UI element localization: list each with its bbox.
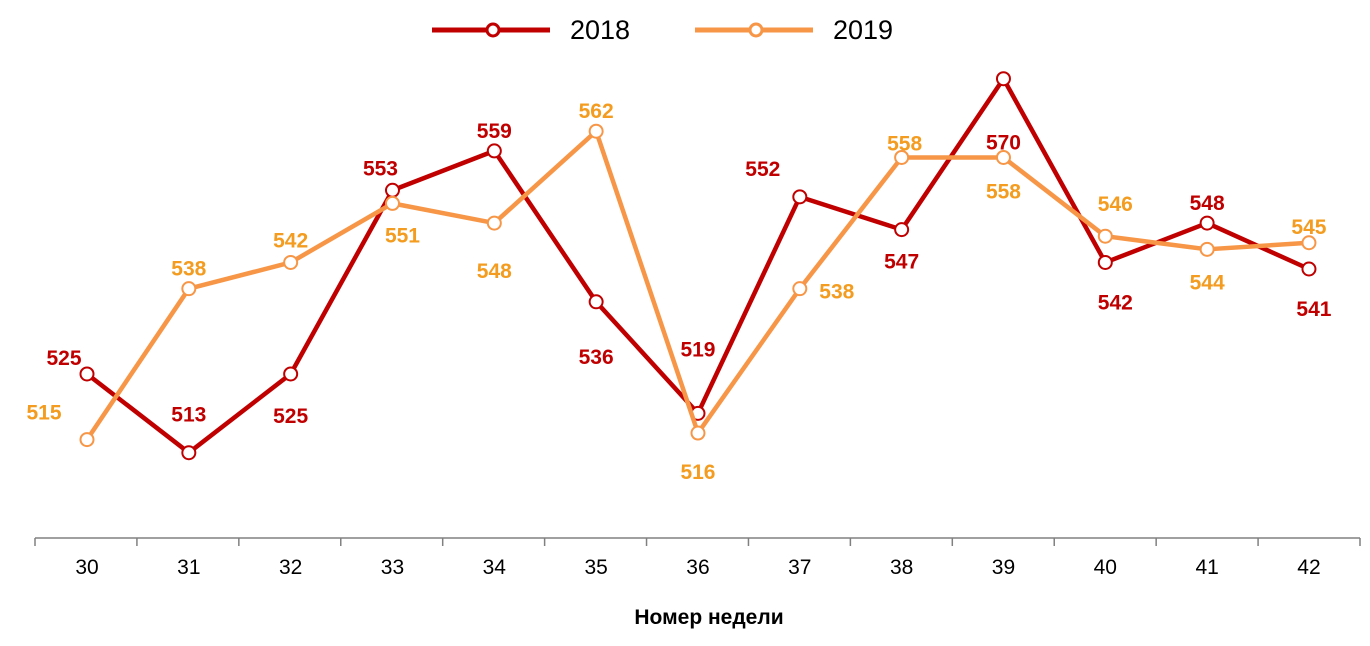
x-tick-label: 42 bbox=[1297, 556, 1320, 579]
data-label: 548 bbox=[1190, 192, 1225, 215]
data-label: 547 bbox=[884, 251, 919, 274]
legend-label: 2018 bbox=[570, 15, 630, 45]
data-point bbox=[486, 143, 502, 159]
legend-marker bbox=[748, 22, 764, 38]
data-label: 562 bbox=[579, 100, 614, 123]
x-tick-label: 40 bbox=[1094, 556, 1117, 579]
x-tick-label: 34 bbox=[483, 556, 507, 579]
legend-marker bbox=[485, 22, 501, 38]
data-point bbox=[283, 254, 299, 270]
data-point bbox=[588, 294, 604, 310]
data-label: 542 bbox=[1098, 291, 1133, 314]
data-label: 558 bbox=[887, 132, 922, 155]
data-label: 558 bbox=[986, 180, 1021, 203]
data-label: 570 bbox=[986, 132, 1021, 155]
data-point bbox=[1199, 215, 1215, 231]
data-label: 552 bbox=[745, 158, 780, 181]
legend-item-2018: 2018 bbox=[432, 15, 630, 45]
data-point bbox=[995, 149, 1011, 165]
data-label: 519 bbox=[680, 338, 715, 361]
data-label: 545 bbox=[1291, 216, 1326, 239]
data-point bbox=[1301, 235, 1317, 251]
x-tick-label: 41 bbox=[1195, 556, 1218, 579]
x-tick-label: 37 bbox=[788, 556, 811, 579]
series-line-2019 bbox=[85, 128, 1310, 441]
data-label: 559 bbox=[477, 120, 512, 143]
series-2019: 515 538 542 551 548 562 516 538 558 558 546 544 545 bbox=[26, 100, 1326, 484]
series-2018: 525 513 525 553 559 536 519 552 547 570 542 548 541 bbox=[46, 71, 1332, 461]
data-label: 544 bbox=[1190, 271, 1225, 294]
data-point bbox=[181, 445, 197, 461]
data-point bbox=[588, 123, 604, 139]
data-label: 515 bbox=[26, 402, 61, 425]
x-tick-label: 38 bbox=[890, 556, 913, 579]
data-label: 553 bbox=[363, 157, 398, 180]
legend-label: 2019 bbox=[833, 15, 893, 45]
data-label: 516 bbox=[680, 461, 715, 484]
data-label: 525 bbox=[273, 405, 308, 428]
data-point bbox=[690, 425, 706, 441]
data-point bbox=[894, 149, 910, 165]
data-point bbox=[792, 281, 808, 297]
data-point bbox=[283, 366, 299, 382]
data-point bbox=[1199, 241, 1215, 257]
x-tick-label: 32 bbox=[279, 556, 302, 579]
data-label: 546 bbox=[1098, 193, 1133, 216]
data-point bbox=[1097, 228, 1113, 244]
x-axis: 30 31 32 33 34 35 36 37 38 39 40 41 42 bbox=[34, 537, 1361, 579]
data-label: 525 bbox=[46, 347, 81, 370]
data-label: 513 bbox=[171, 404, 206, 427]
data-point bbox=[1097, 254, 1113, 270]
legend-item-2019: 2019 bbox=[695, 15, 893, 45]
x-tick-label: 35 bbox=[584, 556, 607, 579]
x-tick-label: 39 bbox=[992, 556, 1015, 579]
data-point bbox=[995, 71, 1011, 87]
data-label: 536 bbox=[579, 346, 614, 369]
data-label: 541 bbox=[1296, 298, 1331, 321]
data-point bbox=[894, 222, 910, 238]
data-point bbox=[1301, 261, 1317, 277]
data-label: 551 bbox=[385, 224, 420, 247]
data-point bbox=[486, 215, 502, 231]
data-point bbox=[79, 366, 95, 382]
data-label: 538 bbox=[819, 281, 854, 304]
data-point bbox=[384, 195, 400, 211]
data-point bbox=[181, 281, 197, 297]
x-tick-label: 33 bbox=[381, 556, 404, 579]
data-point bbox=[792, 189, 808, 205]
x-tick-label: 31 bbox=[177, 556, 200, 579]
data-label: 542 bbox=[273, 229, 308, 252]
data-point bbox=[79, 432, 95, 448]
data-label: 548 bbox=[477, 260, 512, 283]
x-tick-label: 30 bbox=[75, 556, 98, 579]
data-point bbox=[384, 182, 400, 198]
x-axis-title: Номер недели bbox=[634, 606, 783, 629]
legend: 2018 2019 bbox=[432, 15, 893, 45]
data-label: 538 bbox=[171, 258, 206, 281]
x-tick-label: 36 bbox=[686, 556, 709, 579]
